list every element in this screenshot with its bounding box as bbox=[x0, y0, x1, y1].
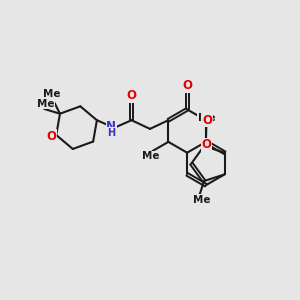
Text: Me: Me bbox=[198, 113, 215, 123]
Text: N: N bbox=[106, 120, 116, 133]
Text: Me: Me bbox=[193, 195, 211, 205]
Text: Me: Me bbox=[37, 99, 54, 109]
Text: O: O bbox=[202, 138, 212, 151]
Text: O: O bbox=[127, 89, 136, 102]
Text: O: O bbox=[202, 114, 212, 127]
Text: O: O bbox=[46, 130, 56, 143]
Text: O: O bbox=[182, 79, 192, 92]
Text: H: H bbox=[107, 128, 116, 138]
Text: Me: Me bbox=[43, 89, 61, 99]
Text: Me: Me bbox=[142, 152, 160, 161]
